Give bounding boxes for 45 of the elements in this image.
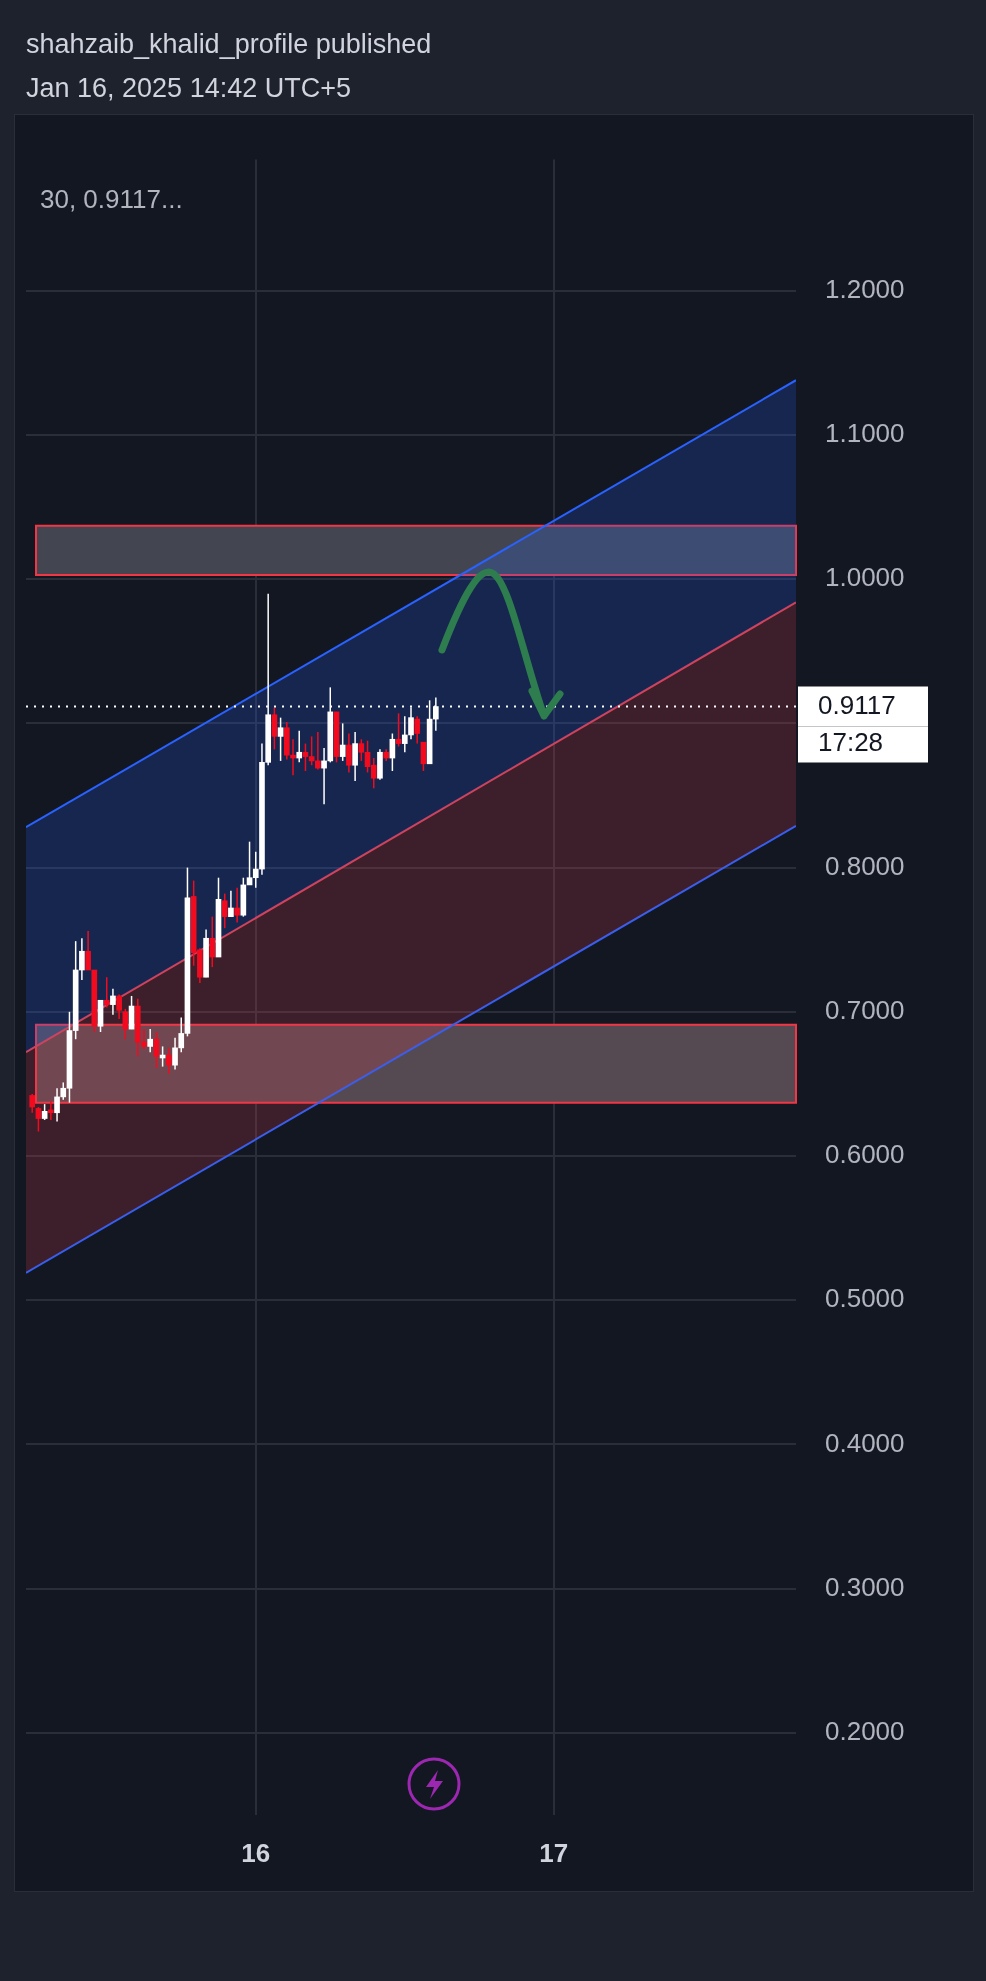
chart-title: shahzaib_khalid_profile published: [26, 28, 432, 61]
candlestick: [29, 1093, 36, 1114]
candlestick: [110, 987, 116, 1016]
candlestick: [48, 1100, 54, 1121]
candlestick: [85, 930, 91, 971]
y-tick-label: 1.2000: [825, 273, 905, 304]
candlestick: [221, 892, 228, 929]
y-tick-label: 0.7000: [825, 994, 905, 1025]
y-tick-label: 0.5000: [825, 1283, 905, 1314]
y-tick-label: 1.1000: [825, 418, 905, 449]
candlestick: [209, 915, 216, 968]
candlestick: [271, 706, 278, 751]
candlestick: [103, 976, 110, 1009]
candlestick: [35, 1106, 42, 1133]
candlestick: [290, 738, 296, 777]
candlestick: [414, 715, 421, 745]
candlestick: [296, 729, 303, 764]
y-tick-label: 0.6000: [825, 1139, 905, 1170]
candlestick: [339, 722, 346, 762]
candlestick: [277, 716, 284, 762]
y-tick-label: 1.0000: [825, 562, 905, 593]
candlestick: [234, 887, 240, 924]
candlestick: [147, 1028, 154, 1053]
x-tick-label: 16: [241, 1837, 271, 1868]
y-tick-label: 0.2000: [825, 1715, 905, 1746]
candlestick: [401, 715, 408, 754]
x-tick-label: 17: [539, 1837, 569, 1868]
annotation: 30, 0.9117...: [40, 183, 183, 214]
candlestick: [352, 731, 358, 782]
y-tick-label: 0.8000: [825, 850, 905, 881]
ref-line-label: 0.9117: [818, 689, 896, 720]
candlestick: [321, 747, 327, 805]
candlestick: [141, 1028, 147, 1051]
candlestick: [116, 993, 122, 1020]
chart-subtitle: Jan 16, 2025 14:42 UTC+5: [26, 72, 352, 105]
candlestick: [172, 1037, 178, 1071]
y-tick-label: 0.4000: [825, 1427, 905, 1458]
candlestick: [315, 731, 321, 771]
candlestick: [346, 732, 352, 774]
candlestick: [79, 937, 85, 981]
y-tick-label: 0.3000: [825, 1571, 905, 1602]
candlestick: [228, 889, 234, 918]
candlestick: [165, 1047, 172, 1075]
text: 17:28: [818, 726, 884, 757]
candlestick: [54, 1087, 60, 1123]
